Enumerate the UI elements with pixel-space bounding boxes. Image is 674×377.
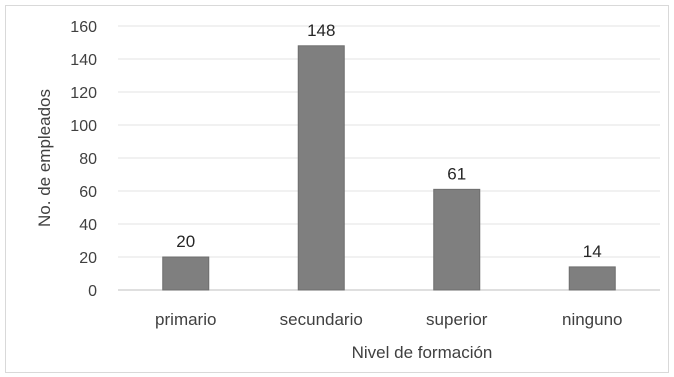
bar-secundario	[297, 45, 345, 291]
grid-lines	[118, 25, 660, 291]
y-tick-label: 40	[79, 217, 97, 234]
y-tick-label: 120	[70, 85, 97, 102]
y-tick-label: 100	[70, 118, 97, 135]
y-axis-tick-labels: 0 20 40 60 80 100 120 140 160	[70, 19, 97, 300]
y-tick-label: 60	[79, 184, 97, 201]
bar-ninguno	[568, 266, 616, 291]
data-label-secundario: 148	[307, 21, 335, 40]
category-label-ninguno: ninguno	[562, 310, 623, 329]
bar-primario	[162, 256, 210, 291]
y-axis-title: No. de empleados	[35, 89, 54, 227]
data-label-primario: 20	[176, 232, 195, 251]
y-tick-label: 140	[70, 52, 97, 69]
y-tick-label: 20	[79, 250, 97, 267]
bar-superior	[433, 188, 481, 291]
category-label-secundario: secundario	[280, 310, 363, 329]
y-tick-label: 80	[79, 151, 97, 168]
bars	[162, 45, 616, 291]
x-axis-title: Nivel de formación	[352, 343, 493, 362]
y-tick-label: 0	[88, 283, 97, 300]
data-label-ninguno: 14	[583, 242, 602, 261]
data-label-superior: 61	[447, 164, 466, 183]
data-labels: 20 148 61 14	[176, 21, 601, 261]
x-axis-category-labels: primario secundario superior ninguno	[155, 310, 622, 329]
category-label-superior: superior	[426, 310, 488, 329]
category-label-primario: primario	[155, 310, 216, 329]
y-tick-label: 160	[70, 19, 97, 36]
